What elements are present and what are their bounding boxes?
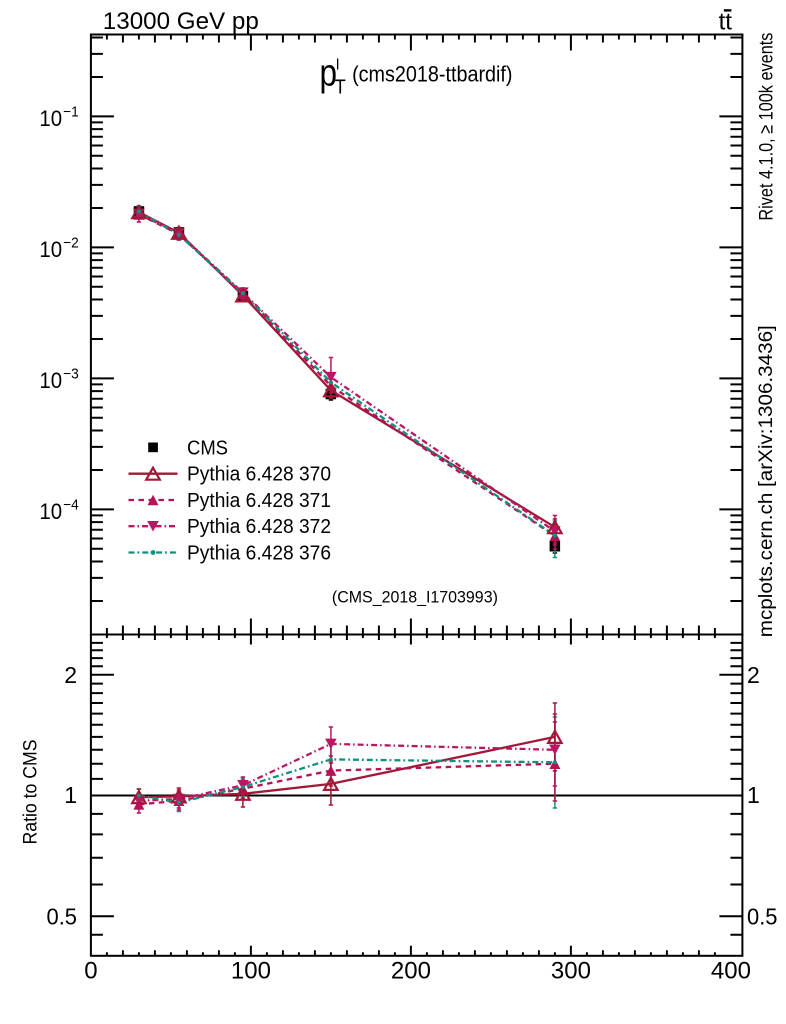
- svg-text:10: 10: [39, 237, 62, 262]
- svg-text:200: 200: [391, 958, 431, 985]
- svg-text:p: p: [320, 53, 338, 95]
- svg-text:(cms2018-ttbardif): (cms2018-ttbardif): [352, 62, 512, 87]
- svg-text:CMS: CMS: [187, 437, 228, 459]
- svg-text:tt: tt: [719, 8, 733, 35]
- svg-text:−1: −1: [63, 104, 79, 121]
- svg-text:−2: −2: [63, 235, 79, 252]
- svg-text:10: 10: [39, 106, 62, 131]
- svg-text:−3: −3: [63, 366, 79, 383]
- svg-text:−4: −4: [63, 497, 79, 514]
- svg-text:0.5: 0.5: [747, 904, 778, 930]
- svg-text:(CMS_2018_I1703993): (CMS_2018_I1703993): [332, 588, 498, 607]
- svg-text:Pythia 6.428 372: Pythia 6.428 372: [187, 516, 331, 538]
- svg-text:400: 400: [711, 958, 751, 985]
- svg-text:Pythia 6.428 370: Pythia 6.428 370: [187, 464, 331, 486]
- svg-text:Pythia 6.428 376: Pythia 6.428 376: [187, 542, 331, 564]
- svg-text:l: l: [336, 57, 339, 74]
- svg-text:Ratio to CMS: Ratio to CMS: [20, 740, 42, 845]
- svg-text:10: 10: [39, 499, 62, 524]
- svg-text:2: 2: [747, 662, 760, 688]
- svg-text:100: 100: [231, 958, 271, 985]
- svg-text:13000 GeV pp: 13000 GeV pp: [103, 8, 259, 35]
- svg-text:Rivet 4.1.0, ≥ 100k events: Rivet 4.1.0, ≥ 100k events: [755, 32, 777, 220]
- svg-text:2: 2: [64, 662, 77, 688]
- svg-text:300: 300: [551, 958, 591, 985]
- svg-text:1: 1: [64, 782, 77, 808]
- svg-text:Pythia 6.428 371: Pythia 6.428 371: [187, 490, 331, 512]
- svg-text:1: 1: [747, 782, 760, 808]
- svg-text:T: T: [335, 77, 346, 99]
- svg-text:0.5: 0.5: [47, 904, 78, 930]
- svg-text:10: 10: [39, 368, 62, 393]
- svg-text:mcplots.cern.ch [arXiv:1306.34: mcplots.cern.ch [arXiv:1306.3436]: [755, 325, 777, 637]
- svg-text:0: 0: [84, 958, 97, 985]
